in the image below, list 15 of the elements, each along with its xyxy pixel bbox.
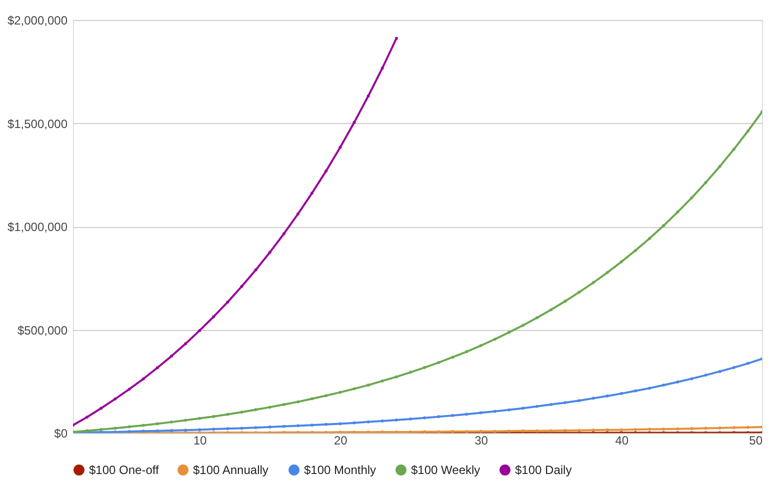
legend-label: $100 Monthly — [304, 463, 376, 477]
x-tick-label: 30 — [474, 434, 488, 448]
x-tick-label: 20 — [334, 434, 348, 448]
legend-label: $100 One-off — [89, 463, 160, 477]
x-tick-label: 40 — [615, 434, 629, 448]
y-tick-label: $1,500,000 — [7, 116, 68, 131]
legend-label: $100 Weekly — [411, 463, 480, 477]
legend-label: $100 Annually — [193, 463, 268, 477]
x-tick-label: 50 — [749, 434, 763, 448]
y-tick-label: $1,000,000 — [7, 220, 68, 234]
x-tick-label: 10 — [193, 434, 208, 448]
y-tick-label: $0 — [54, 426, 68, 440]
y-tick-label: $500,000 — [17, 323, 68, 338]
legend-label: $100 Daily — [515, 463, 572, 477]
y-tick-label: $2,000,000 — [7, 14, 68, 28]
